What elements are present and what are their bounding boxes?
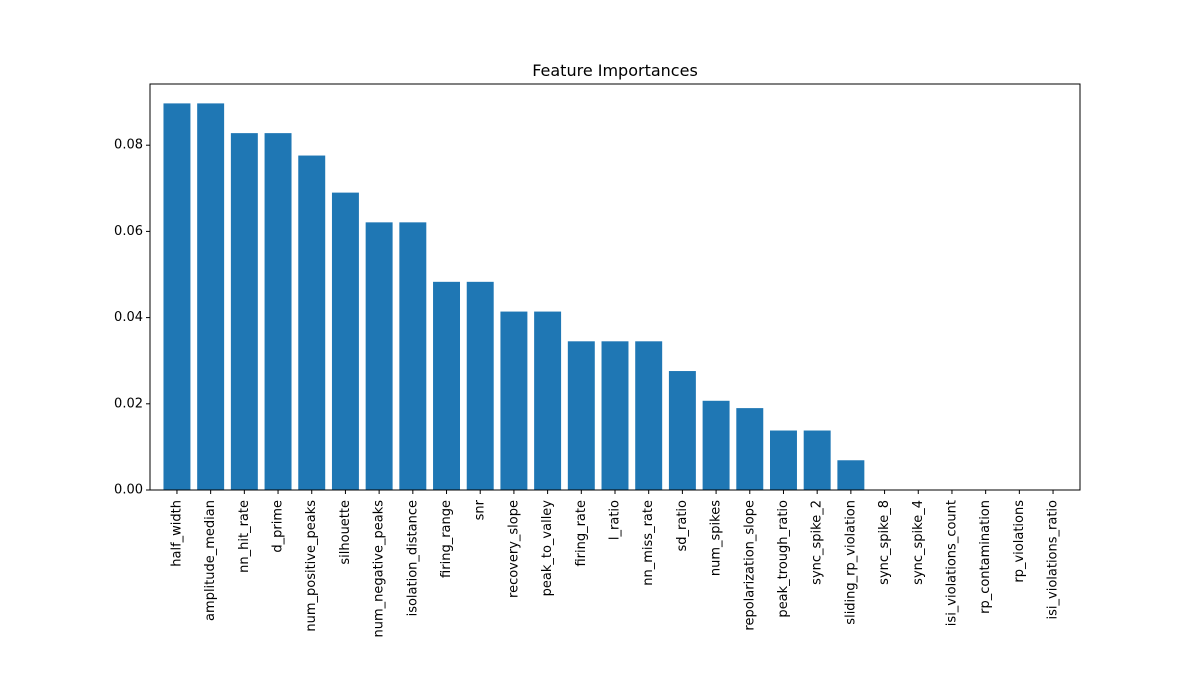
bars — [163, 103, 865, 491]
x-axis: half_width amplitude_median nn_hit_rate d_p… — [169, 490, 1061, 638]
bar-silhouette — [331, 192, 359, 491]
bar-isolation-distance — [399, 222, 427, 490]
x-tick-label: firing_range — [439, 500, 454, 578]
x-tick-label: recovery_slope — [506, 500, 521, 598]
bar-firing-range — [433, 281, 460, 490]
x-tick-label: sync_spike_4 — [911, 500, 926, 585]
x-tick-label: sync_spike_8 — [877, 500, 892, 585]
x-tick-label: isi_violations_ratio — [1046, 500, 1061, 620]
bar-nn-hit-rate — [230, 133, 258, 490]
y-tick-label: 0.06 — [114, 224, 143, 239]
bar-num-positive-peaks — [298, 155, 326, 490]
x-tick-label: sliding_rp_violation — [843, 500, 858, 625]
x-tick-label: half_width — [169, 500, 184, 567]
y-axis: 0.00 0.02 0.04 0.06 0.08 — [114, 138, 150, 498]
x-tick-label: repolarization_slope — [742, 500, 757, 631]
bar-sync-spike-2 — [803, 430, 831, 490]
bar-l-ratio — [601, 341, 629, 490]
x-tick-label: rp_violations — [1012, 500, 1027, 583]
x-tick-label: sync_spike_2 — [810, 500, 825, 585]
y-tick-label: 0.04 — [114, 310, 143, 325]
x-tick-label: snr — [473, 499, 488, 520]
bar-peak-trough-ratio — [770, 430, 797, 490]
x-tick-label: amplitude_median — [203, 500, 218, 621]
bar-num-spikes — [702, 400, 730, 490]
x-tick-label: num_negative_peaks — [372, 500, 387, 638]
bar-recovery-slope — [500, 311, 528, 490]
x-tick-label: num_positive_peaks — [304, 500, 319, 632]
bar-amplitude-median — [197, 103, 225, 491]
plot-frame — [149, 83, 1081, 491]
y-tick-label: 0.08 — [114, 138, 143, 153]
chart-title: Feature Importances — [532, 61, 698, 80]
bar-num-negative-peaks — [365, 222, 393, 490]
bar-firing-rate — [567, 341, 595, 490]
y-tick-label: 0.00 — [114, 483, 143, 498]
x-tick-label: peak_trough_ratio — [776, 500, 791, 618]
x-tick-label: peak_to_valley — [540, 500, 555, 597]
x-tick-label: nn_hit_rate — [237, 500, 252, 573]
bar-peak-to-valley — [534, 311, 562, 490]
x-tick-label: nn_miss_rate — [641, 500, 656, 586]
x-tick-label: num_spikes — [709, 500, 724, 576]
bar-half-width — [163, 103, 191, 491]
x-tick-label: isolation_distance — [405, 500, 420, 616]
x-tick-label: l_ratio — [608, 500, 623, 540]
bar-d-prime — [264, 133, 292, 490]
bar-sd-ratio — [668, 371, 696, 490]
x-tick-label: rp_contamination — [978, 500, 993, 614]
bar-nn-miss-rate — [635, 341, 663, 490]
bar-sliding-rp-violation — [837, 460, 865, 490]
x-tick-label: firing_rate — [574, 500, 589, 567]
x-tick-label: sd_ratio — [675, 500, 690, 552]
x-tick-label: silhouette — [338, 500, 353, 565]
y-tick-label: 0.02 — [114, 396, 143, 411]
x-tick-label: d_prime — [271, 500, 286, 553]
x-tick-label: isi_violations_count — [944, 500, 959, 626]
bar-snr — [466, 281, 494, 490]
bar-repolarization-slope — [736, 408, 764, 490]
